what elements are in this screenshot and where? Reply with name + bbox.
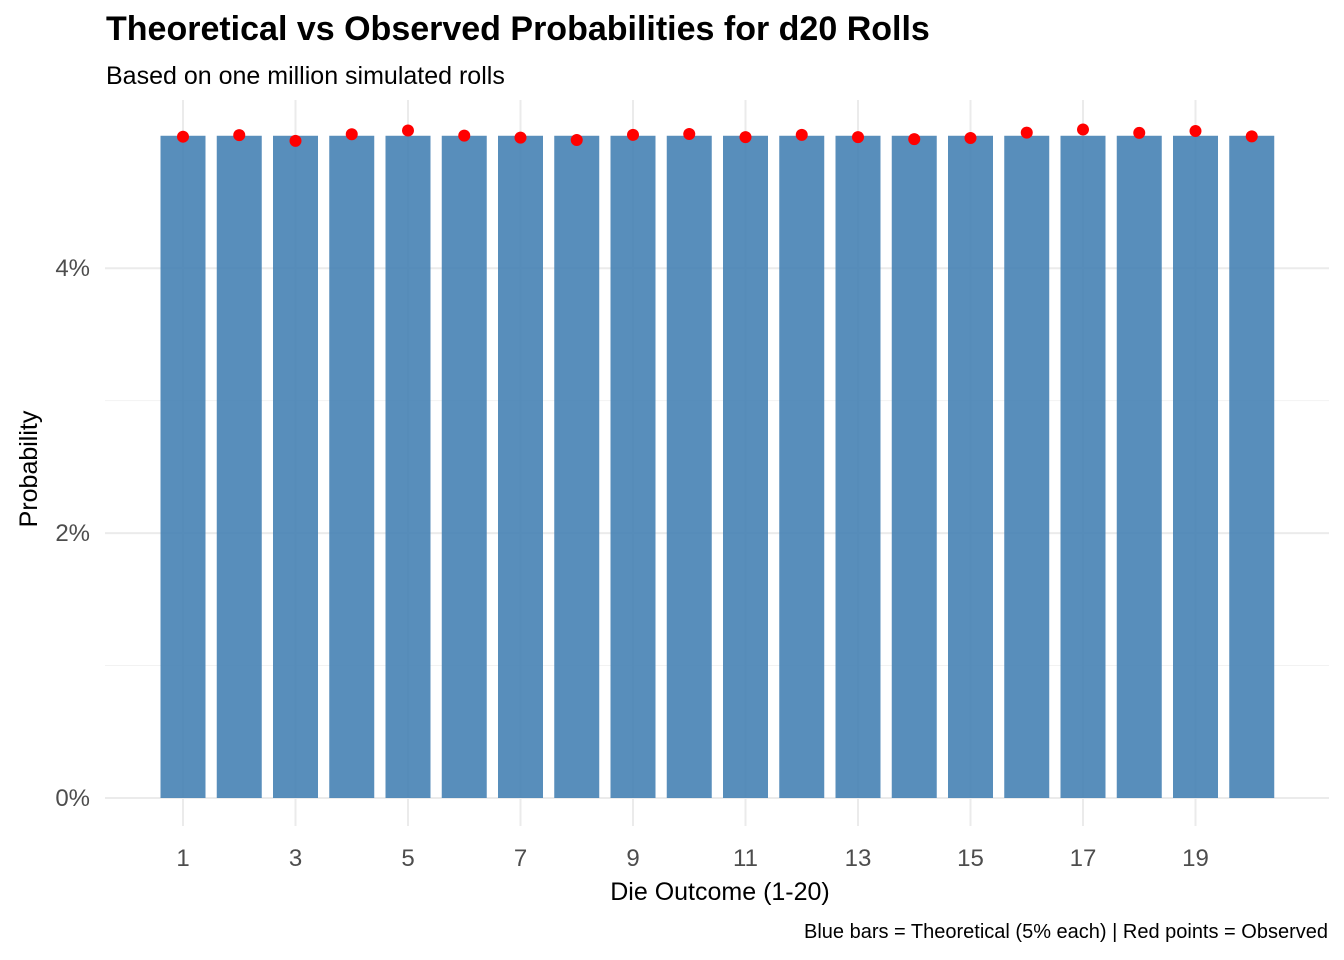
x-tick-label: 7 xyxy=(514,845,527,872)
point-observed-18 xyxy=(1133,126,1146,139)
chart-title: Theoretical vs Observed Probabilities fo… xyxy=(106,10,930,48)
y-tick-label: 2% xyxy=(55,520,90,547)
point-observed-19 xyxy=(1189,124,1202,137)
point-observed-9 xyxy=(627,128,639,141)
point-observed-10 xyxy=(683,128,696,141)
bar-theoretical-3 xyxy=(273,135,318,798)
x-tick-label: 13 xyxy=(845,845,872,872)
point-observed-1 xyxy=(177,130,189,143)
point-observed-3 xyxy=(289,134,302,147)
chart-caption: Blue bars = Theoretical (5% each) | Red … xyxy=(804,921,1328,943)
x-tick-label: 9 xyxy=(626,845,639,872)
point-observed-6 xyxy=(458,129,471,142)
x-tick-label: 3 xyxy=(289,845,302,872)
point-observed-2 xyxy=(233,129,246,142)
bar-theoretical-18 xyxy=(1116,135,1162,798)
bar-theoretical-13 xyxy=(835,135,881,798)
point-observed-13 xyxy=(852,131,864,144)
point-observed-17 xyxy=(1077,123,1089,136)
x-tick-label: 17 xyxy=(1070,845,1097,872)
point-observed-4 xyxy=(345,128,358,141)
bar-theoretical-11 xyxy=(723,135,768,798)
bar-theoretical-19 xyxy=(1173,135,1218,798)
point-observed-7 xyxy=(514,131,527,144)
point-observed-5 xyxy=(402,124,414,137)
point-observed-11 xyxy=(739,131,752,144)
bar-theoretical-9 xyxy=(610,135,656,798)
bar-theoretical-1 xyxy=(160,135,206,798)
chart-subtitle: Based on one million simulated rolls xyxy=(106,62,505,90)
x-tick-label: 5 xyxy=(401,845,414,872)
x-tick-label: 1 xyxy=(176,845,189,872)
bar-theoretical-4 xyxy=(329,135,375,798)
point-observed-20 xyxy=(1245,130,1258,143)
y-tick-label: 0% xyxy=(55,785,90,812)
x-tick-label: 19 xyxy=(1182,845,1209,872)
bar-theoretical-5 xyxy=(385,135,431,798)
bar-theoretical-7 xyxy=(498,135,543,798)
y-tick-label: 4% xyxy=(55,255,90,282)
point-observed-8 xyxy=(570,133,583,146)
point-observed-12 xyxy=(795,128,808,141)
point-observed-15 xyxy=(964,132,977,145)
bar-theoretical-16 xyxy=(1004,135,1050,798)
bar-theoretical-2 xyxy=(216,135,262,798)
bar-theoretical-8 xyxy=(554,135,600,798)
bar-theoretical-15 xyxy=(948,135,993,798)
x-tick-label: 15 xyxy=(957,845,984,872)
x-axis-title: Die Outcome (1-20) xyxy=(610,878,830,906)
x-tick-label: 11 xyxy=(733,845,758,872)
bar-theoretical-17 xyxy=(1060,135,1106,798)
bar-theoretical-10 xyxy=(666,135,712,798)
point-observed-16 xyxy=(1020,126,1033,139)
point-observed-14 xyxy=(908,133,921,146)
y-axis-title: Probability xyxy=(15,410,43,527)
bar-theoretical-6 xyxy=(441,135,487,798)
bar-theoretical-14 xyxy=(891,135,937,798)
bar-theoretical-20 xyxy=(1229,135,1275,798)
bar-theoretical-12 xyxy=(779,135,825,798)
